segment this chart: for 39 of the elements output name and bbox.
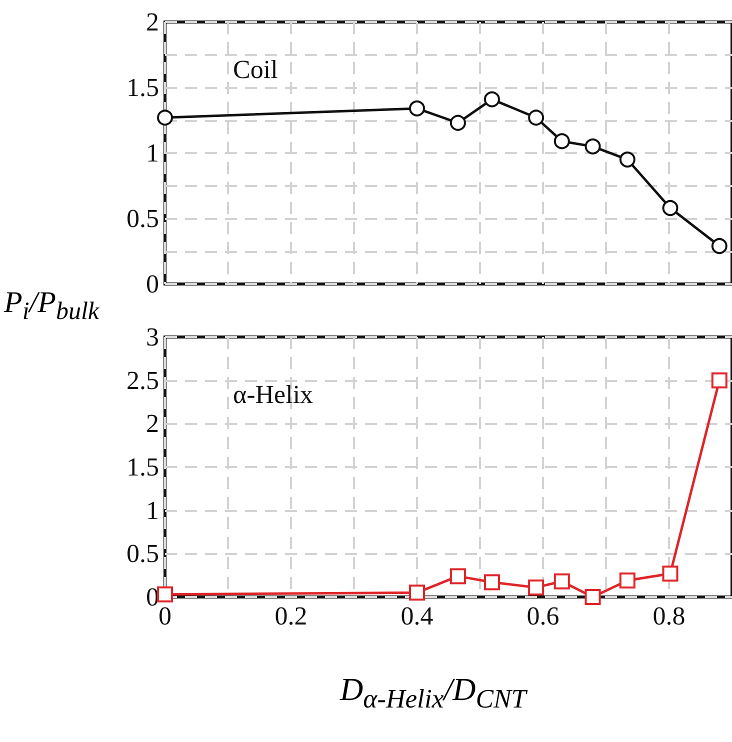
x-tick-label: 0.2 bbox=[274, 602, 308, 630]
point bbox=[619, 152, 636, 168]
y-tick-label: 0.5 bbox=[126, 539, 159, 568]
point bbox=[528, 579, 544, 596]
point bbox=[584, 589, 601, 605]
point bbox=[409, 584, 425, 601]
x-tick-label: 0.4 bbox=[400, 602, 434, 630]
y-tick-label: 0 bbox=[146, 270, 159, 298]
point bbox=[662, 200, 678, 216]
point bbox=[711, 372, 728, 388]
point bbox=[157, 586, 173, 602]
annotation: Coil bbox=[233, 55, 278, 85]
x-tick-label: 0.6 bbox=[526, 602, 560, 630]
y-tick-label: 1 bbox=[146, 496, 159, 525]
point bbox=[711, 238, 728, 254]
y-tick-label: 3 bbox=[146, 322, 159, 352]
point bbox=[584, 138, 601, 154]
y-tick-label: 1 bbox=[146, 138, 159, 168]
y-tick-label: 2 bbox=[146, 8, 159, 36]
y-tick-label: 2.5 bbox=[126, 366, 159, 395]
point bbox=[450, 114, 466, 131]
point bbox=[484, 574, 500, 590]
point bbox=[484, 91, 500, 108]
y-tick-label: 1.5 bbox=[126, 452, 159, 482]
x-axis-title: D$_{α-Helix}$/D$_{CNT}$ bbox=[340, 670, 526, 714]
point bbox=[554, 573, 570, 590]
point bbox=[554, 133, 570, 150]
y-tick-label: 2 bbox=[146, 409, 159, 438]
y-tick-label: 1.5 bbox=[126, 73, 159, 102]
point bbox=[662, 566, 678, 582]
y-tick-label: 0.5 bbox=[126, 204, 159, 233]
point bbox=[619, 572, 636, 589]
point bbox=[157, 110, 173, 126]
annotation: α-Helix bbox=[233, 380, 314, 410]
point bbox=[450, 568, 466, 584]
y-axis-title: P$_{i}$/P$_{bulk}$ bbox=[4, 285, 99, 327]
point bbox=[409, 100, 425, 116]
point bbox=[528, 110, 544, 126]
x-tick-label: 0.8 bbox=[652, 602, 686, 630]
